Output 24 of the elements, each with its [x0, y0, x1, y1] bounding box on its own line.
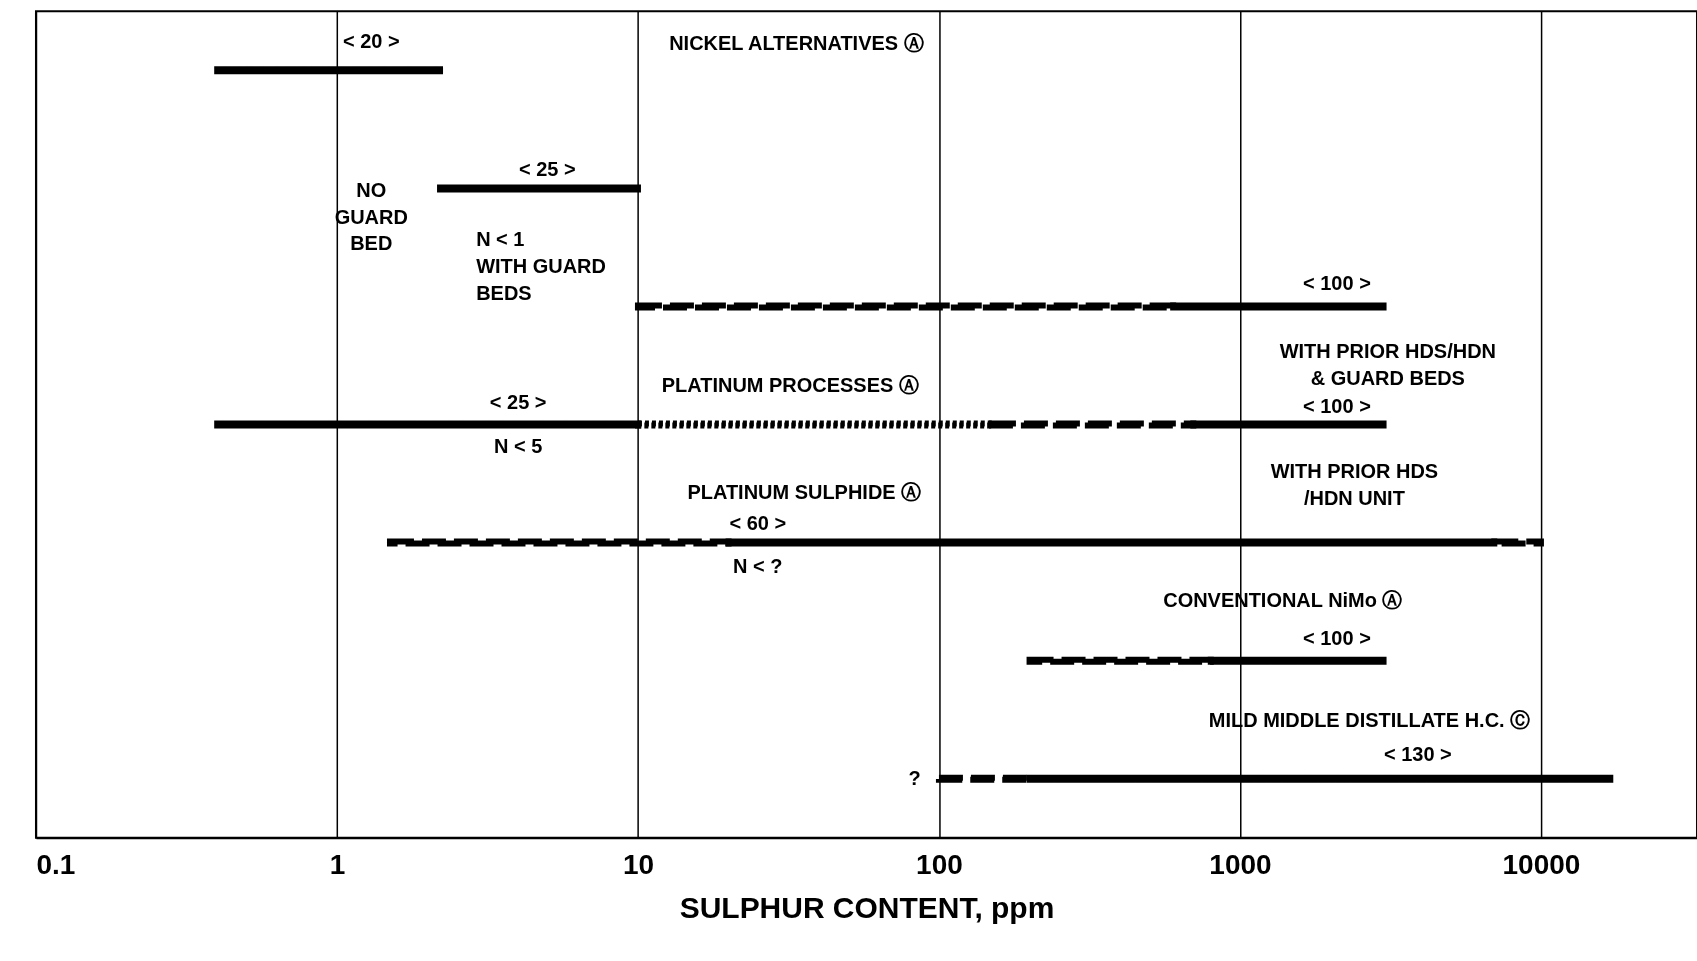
x-tick-label: 100: [916, 849, 963, 881]
annotation: ?: [908, 766, 921, 789]
annotation: WITH PRIOR HDS /HDN UNIT: [1270, 460, 1439, 510]
x-tick-label: 0.1: [36, 849, 76, 881]
annotation: WITH PRIOR HDS/HDN & GUARD BEDS: [1279, 339, 1496, 389]
annotation: < 130 >: [1383, 742, 1452, 765]
annotation: PLATINUM PROCESSES Ⓐ: [661, 373, 919, 396]
annotation: N < 1 WITH GUARD BEDS: [476, 228, 606, 305]
annotation: < 60 >: [729, 512, 787, 535]
x-tick-label: 10000: [1502, 849, 1581, 881]
annotation: < 100 >: [1303, 395, 1371, 418]
x-tick-label: 1000: [1209, 849, 1272, 881]
x-tick-label: 10: [622, 849, 655, 881]
x-axis-title: SULPHUR CONTENT, ppm: [679, 891, 1055, 925]
annotation: < 25 >: [489, 390, 547, 413]
x-tick-label: 1: [329, 849, 346, 881]
annotation: N < ?: [733, 555, 783, 578]
annotation: < 25 >: [519, 158, 576, 180]
annotation: < 20 >: [342, 30, 400, 53]
annotation: < 100 >: [1303, 627, 1371, 650]
annotation: N < 5: [494, 435, 543, 458]
annotation: < 100 >: [1303, 271, 1371, 294]
annotation: NICKEL ALTERNATIVES Ⓐ: [669, 32, 924, 55]
annotation: PLATINUM SULPHIDE Ⓐ: [687, 480, 922, 503]
